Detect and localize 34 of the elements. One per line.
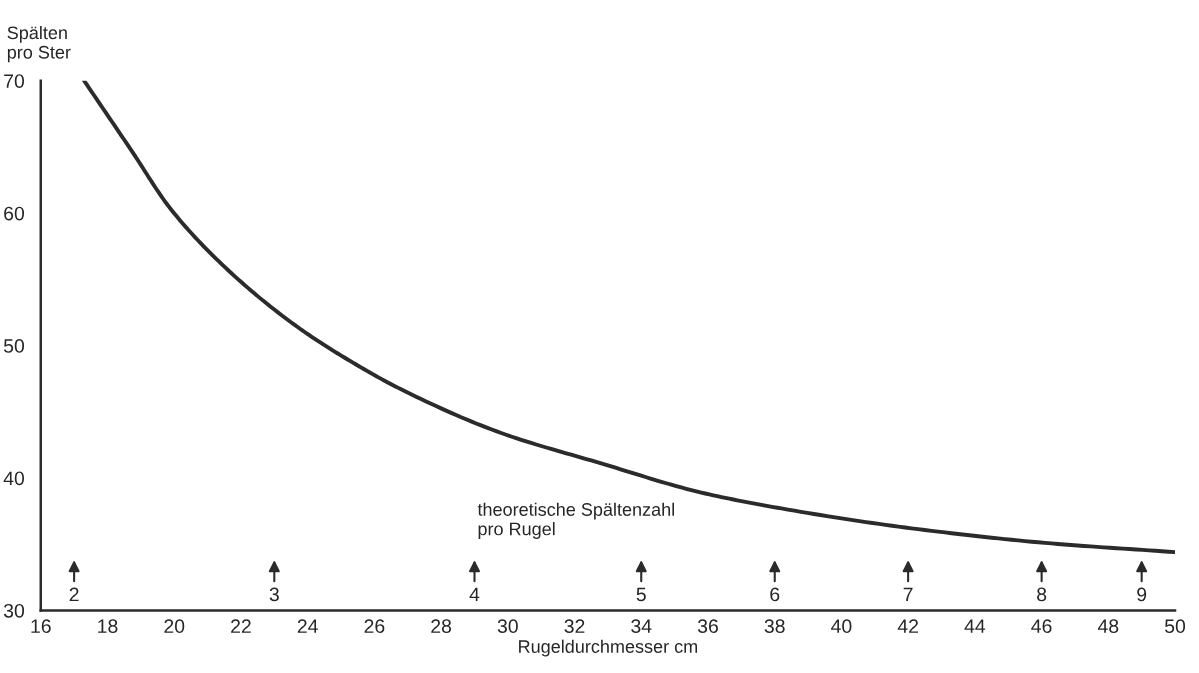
x-tick-label: 42	[897, 619, 918, 633]
x-tick-label: 48	[1097, 619, 1119, 634]
x-tick-label: 46	[1031, 619, 1052, 634]
x-tick-label: 34	[631, 619, 652, 634]
x-tick-label: 16	[31, 619, 51, 634]
annotation: 7	[903, 587, 913, 602]
annotation: 8	[1037, 587, 1047, 602]
annotation: 5	[636, 587, 646, 602]
annotation: 3	[269, 587, 279, 602]
x-tick-label: 50	[1164, 619, 1186, 634]
x-axis-title: Rugeldurchmesser cm	[519, 639, 698, 657]
annotation: 6	[770, 587, 780, 602]
x-tick-label: 40	[831, 619, 852, 634]
x-tick-label: 36	[697, 619, 718, 634]
x-tick-label: 22	[231, 619, 251, 633]
x-tick-label: 32	[564, 619, 585, 634]
y-tick-label: 30	[3, 603, 25, 618]
x-tick-label: 44	[964, 619, 986, 633]
x-tick-label: 20	[164, 619, 185, 634]
annotation: 2	[69, 587, 79, 602]
y-tick-label: 70	[4, 74, 25, 88]
annotation: 9	[1137, 587, 1147, 602]
y-tick-label: 50	[3, 339, 25, 353]
x-tick-label: 38	[764, 619, 785, 634]
x-tick-label: 18	[98, 619, 118, 634]
x-tick-label: 28	[431, 619, 452, 634]
x-tick-label: 30	[497, 619, 518, 634]
annotation: theoretische Spältenzahl pro Rugel	[477, 502, 674, 539]
y-tick-label: 60	[4, 206, 25, 221]
x-tick-label: 24	[297, 619, 318, 633]
y-tick-label: 40	[3, 471, 25, 486]
annotation: 4	[469, 587, 480, 602]
x-tick-label: 26	[364, 619, 385, 634]
y-axis-title: Spälten pro Ster	[7, 25, 71, 63]
